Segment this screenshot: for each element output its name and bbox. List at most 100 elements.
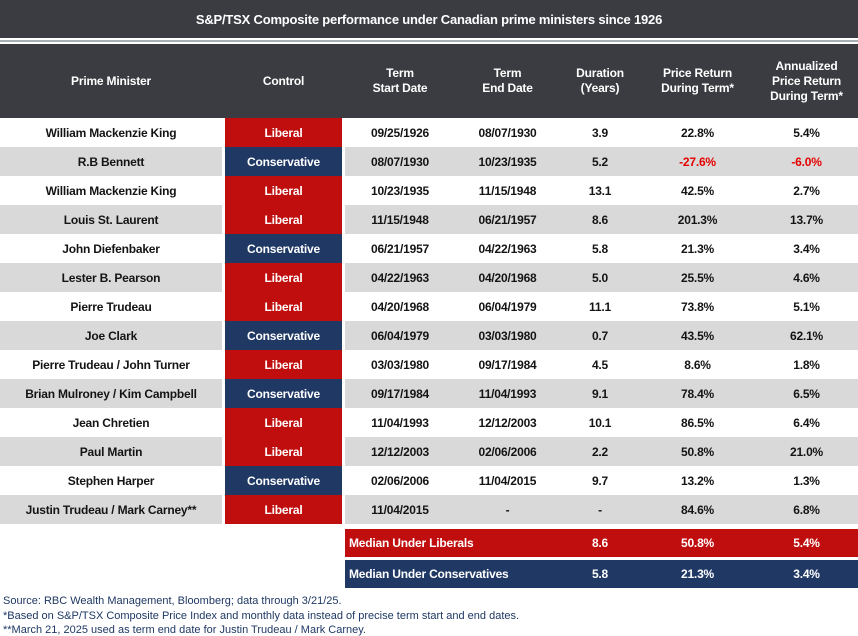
table-row: Louis St. Laurent Liberal 11/15/1948 06/… xyxy=(0,205,858,234)
table-header-row: Prime Minister Control Term Start Date T… xyxy=(0,44,858,118)
pm-name: Stephen Harper xyxy=(67,473,155,488)
annualized-return: 2.7% xyxy=(793,183,820,198)
pm-name: Lester B. Pearson xyxy=(0,263,222,292)
pm-name: Paul Martin xyxy=(0,437,222,466)
term-start-date: 04/22/1963 xyxy=(345,263,455,292)
median-annualized-return: 3.4% xyxy=(793,567,820,581)
pm-name: Louis St. Laurent xyxy=(0,205,222,234)
term-end-date: 08/07/1930 xyxy=(478,125,537,140)
price-return: 78.4% xyxy=(640,379,755,408)
pm-name: Pierre Trudeau xyxy=(70,299,152,314)
term-end-date: 06/04/1979 xyxy=(478,299,537,314)
table-row: Lester B. Pearson Liberal 04/22/1963 04/… xyxy=(0,263,858,292)
median-liberals-row: Median Under Liberals 8.6 50.8% 5.4% xyxy=(345,529,858,557)
annualized-return: 21.0% xyxy=(755,437,858,466)
duration-years: - xyxy=(560,495,640,524)
median-label: Median Under Liberals xyxy=(349,536,474,550)
table-row: Pierre Trudeau Liberal 04/20/1968 06/04/… xyxy=(0,292,858,321)
term-start-date: 11/04/2015 xyxy=(345,495,455,524)
annualized-return: 5.4% xyxy=(793,125,820,140)
pm-name: John Diefenbaker xyxy=(62,241,160,256)
term-end-date: - xyxy=(455,495,560,524)
table-row: Pierre Trudeau / John Turner Liberal 03/… xyxy=(0,350,858,379)
duration-years: 5.8 xyxy=(591,241,609,256)
pm-name: William Mackenzie King xyxy=(45,183,177,198)
annualized-return: 13.7% xyxy=(755,205,858,234)
control-badge: Liberal xyxy=(222,118,345,147)
col-header-duration: Duration (Years) xyxy=(576,66,624,95)
term-end-date: 06/21/1957 xyxy=(455,205,560,234)
control-badge: Liberal xyxy=(222,205,345,234)
price-return: 42.5% xyxy=(680,183,715,198)
term-start-date: 12/12/2003 xyxy=(345,437,455,466)
annualized-return: 1.8% xyxy=(793,357,820,372)
duration-years: 2.2 xyxy=(560,437,640,466)
annualized-return: 3.4% xyxy=(793,241,820,256)
term-start-date: 09/25/1926 xyxy=(370,125,430,140)
term-end-date: 04/22/1963 xyxy=(478,241,537,256)
annualized-return: 5.1% xyxy=(793,299,820,314)
median-conservatives-row: Median Under Conservatives 5.8 21.3% 3.4… xyxy=(345,560,858,588)
duration-years: 5.0 xyxy=(560,263,640,292)
control-badge: Conservative xyxy=(222,466,345,495)
col-header-term-start: Term Start Date xyxy=(372,66,428,95)
pm-name: Justin Trudeau / Mark Carney** xyxy=(0,495,222,524)
median-label: Median Under Conservatives xyxy=(349,567,509,581)
annualized-return: 1.3% xyxy=(793,473,820,488)
term-end-date: 11/15/1948 xyxy=(478,183,537,198)
term-start-date: 11/15/1948 xyxy=(345,205,455,234)
term-end-date: 09/17/1984 xyxy=(478,357,537,372)
price-return: 13.2% xyxy=(680,473,715,488)
median-duration: 5.8 xyxy=(591,567,609,581)
price-return: 86.5% xyxy=(680,415,715,430)
col-header-prime-minister: Prime Minister xyxy=(71,73,151,88)
table-body: William Mackenzie King Liberal 09/25/192… xyxy=(0,118,858,524)
term-start-date: 06/04/1979 xyxy=(345,321,455,350)
term-end-date: 03/03/1980 xyxy=(455,321,560,350)
term-end-date: 10/23/1935 xyxy=(455,147,560,176)
term-start-date: 03/03/1980 xyxy=(370,357,430,372)
duration-years: 3.9 xyxy=(591,125,609,140)
col-header-term-end: Term End Date xyxy=(482,66,533,95)
col-header-price-return: Price Return During Term* xyxy=(661,66,734,95)
duration-years: 10.1 xyxy=(588,415,612,430)
table-row: Paul Martin Liberal 12/12/2003 02/06/200… xyxy=(0,437,858,466)
annualized-return: 4.6% xyxy=(755,263,858,292)
duration-years: 0.7 xyxy=(560,321,640,350)
table-row: R.B Bennett Conservative 08/07/1930 10/2… xyxy=(0,147,858,176)
footnote-methodology: *Based on S&P/TSX Composite Price Index … xyxy=(3,609,520,622)
term-start-date: 09/17/1984 xyxy=(345,379,455,408)
price-return: -27.6% xyxy=(640,147,755,176)
price-return: 84.6% xyxy=(640,495,755,524)
term-start-date: 04/20/1968 xyxy=(370,299,430,314)
median-price-return: 21.3% xyxy=(680,567,715,581)
term-end-date: 12/12/2003 xyxy=(478,415,537,430)
pm-name: Joe Clark xyxy=(0,321,222,350)
term-end-date: 11/04/1993 xyxy=(455,379,560,408)
pm-name: Jean Chretien xyxy=(72,415,150,430)
table-title: S&P/TSX Composite performance under Cana… xyxy=(0,0,858,38)
table-row: John Diefenbaker Conservative 06/21/1957… xyxy=(0,234,858,263)
price-return: 8.6% xyxy=(684,357,711,372)
control-badge: Liberal xyxy=(222,350,345,379)
duration-years: 13.1 xyxy=(588,183,612,198)
term-start-date: 11/04/1993 xyxy=(371,415,429,430)
median-annualized-return: 5.4% xyxy=(793,536,820,550)
table-row: Justin Trudeau / Mark Carney** Liberal 1… xyxy=(0,495,858,524)
price-return: 21.3% xyxy=(680,241,715,256)
median-duration: 8.6 xyxy=(591,536,609,550)
annualized-return: 62.1% xyxy=(755,321,858,350)
duration-years: 11.1 xyxy=(589,299,611,314)
control-badge: Liberal xyxy=(222,495,345,524)
price-return: 25.5% xyxy=(640,263,755,292)
footnote-end-date: **March 21, 2025 used as term end date f… xyxy=(3,624,366,636)
table-row: Joe Clark Conservative 06/04/1979 03/03/… xyxy=(0,321,858,350)
table-row: Brian Mulroney / Kim Campbell Conservati… xyxy=(0,379,858,408)
table-row: Stephen Harper Conservative 02/06/2006 1… xyxy=(0,466,858,495)
pm-name: R.B Bennett xyxy=(0,147,222,176)
control-badge: Conservative xyxy=(222,379,345,408)
duration-years: 4.5 xyxy=(591,357,609,372)
annualized-return: 6.4% xyxy=(793,415,820,430)
term-end-date: 11/04/2015 xyxy=(478,473,537,488)
